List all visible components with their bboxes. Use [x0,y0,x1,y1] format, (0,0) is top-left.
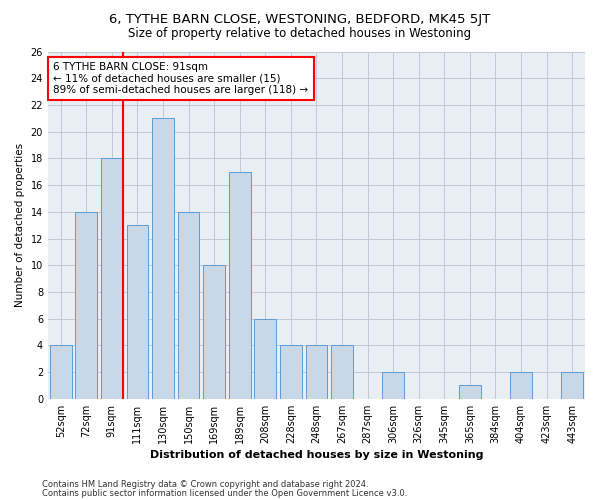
Text: Contains public sector information licensed under the Open Government Licence v3: Contains public sector information licen… [42,488,407,498]
Bar [203,265,225,399]
Bar [562,372,583,399]
Bar [459,386,481,399]
Bar [382,372,404,399]
Text: Contains HM Land Registry data © Crown copyright and database right 2024.: Contains HM Land Registry data © Crown c… [42,480,368,489]
Bar [305,346,328,399]
Bar [101,158,123,399]
Bar [152,118,174,399]
Text: 6, TYTHE BARN CLOSE, WESTONING, BEDFORD, MK45 5JT: 6, TYTHE BARN CLOSE, WESTONING, BEDFORD,… [109,12,491,26]
Bar [50,346,71,399]
Bar [510,372,532,399]
X-axis label: Distribution of detached houses by size in Westoning: Distribution of detached houses by size … [150,450,483,460]
Bar [76,212,97,399]
Bar [178,212,199,399]
Bar [254,318,276,399]
Text: 6 TYTHE BARN CLOSE: 91sqm
← 11% of detached houses are smaller (15)
89% of semi-: 6 TYTHE BARN CLOSE: 91sqm ← 11% of detac… [53,62,308,95]
Bar [127,225,148,399]
Y-axis label: Number of detached properties: Number of detached properties [15,143,25,307]
Bar [331,346,353,399]
Bar [229,172,251,399]
Text: Size of property relative to detached houses in Westoning: Size of property relative to detached ho… [128,28,472,40]
Bar [280,346,302,399]
